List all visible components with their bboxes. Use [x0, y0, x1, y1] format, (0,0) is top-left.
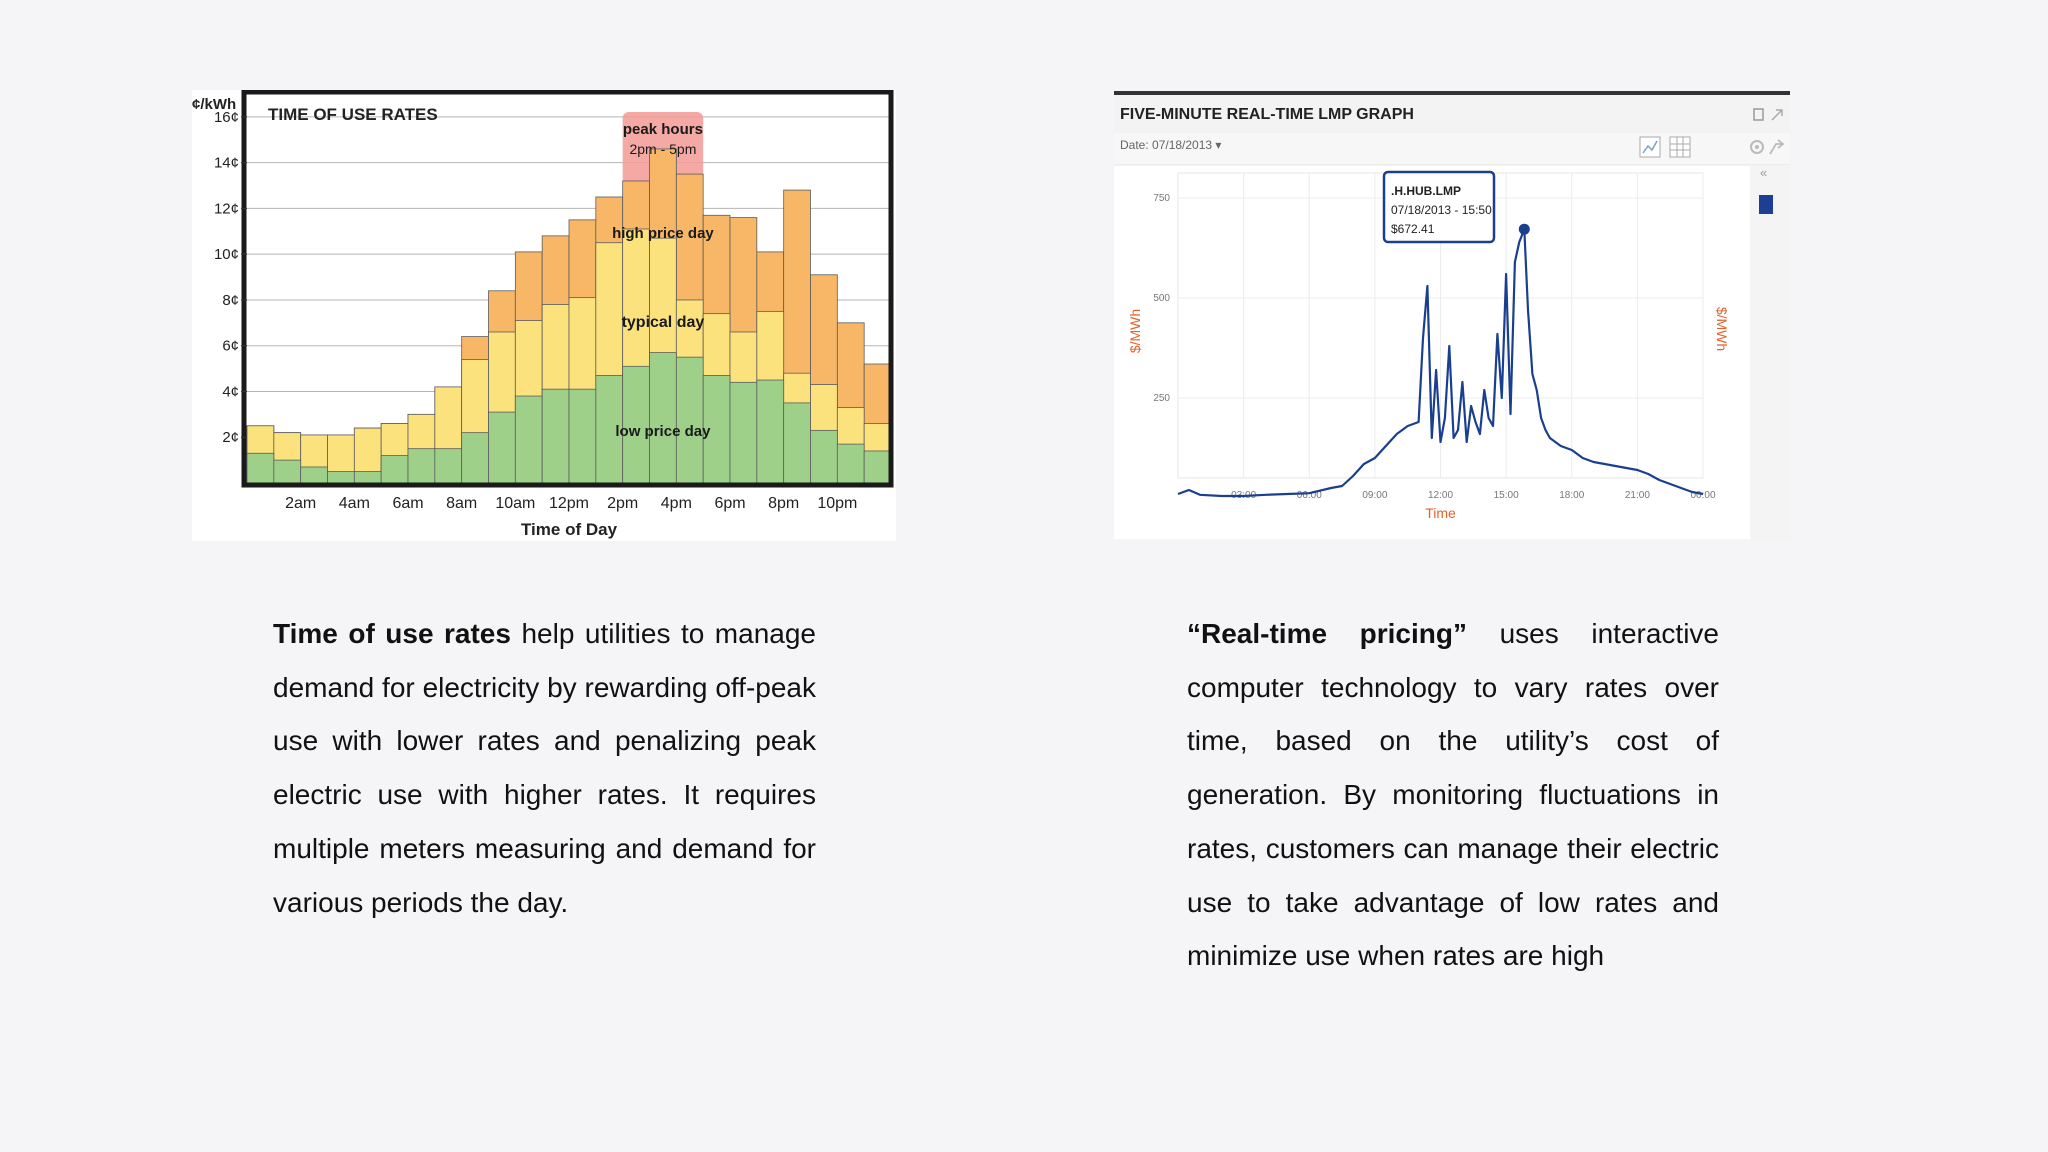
chart-frame — [241, 90, 894, 488]
time-of-use-body: help utilities to manage demand for elec… — [273, 618, 816, 918]
panel-header — [1114, 95, 1790, 133]
x-tick-label: 6pm — [714, 495, 745, 512]
bar-low-price-day — [622, 365, 650, 484]
low-price-day-label: low price day — [615, 423, 711, 440]
x-axis-label: Time — [1425, 505, 1456, 521]
y-tick-label: 16¢ — [214, 109, 239, 126]
bar-low-price-day — [434, 448, 463, 484]
x-axis-label: Time of Day — [521, 520, 618, 539]
tooltip-series: .H.HUB.LMP — [1391, 184, 1461, 198]
minimize-icon[interactable] — [1753, 108, 1764, 121]
x-tick-label: 10pm — [817, 495, 857, 512]
panel-top-border — [1114, 91, 1790, 95]
y-tick-label: 14¢ — [214, 155, 239, 172]
tooltip-value: $672.41 — [1391, 222, 1435, 236]
y-tick-label: 500 — [1153, 293, 1170, 304]
x-tick-label: 09:00 — [1362, 490, 1387, 501]
bar-low-price-day — [273, 459, 302, 484]
y-tick-label: 2¢ — [222, 429, 239, 446]
x-tick-label: 4am — [339, 495, 370, 512]
bar-low-price-day — [353, 471, 382, 484]
time-of-use-chart-svg: TIME OF USE RATES ¢/kWh Time of Day 2¢ 4¢… — [192, 90, 894, 539]
high-price-day-label: high price day — [612, 225, 714, 242]
bar-low-price-day — [863, 450, 892, 484]
x-tick-label: 18:00 — [1559, 490, 1584, 501]
collapse-icon[interactable]: « — [1760, 165, 1767, 180]
tooltip: .H.HUB.LMP 07/18/2013 - 15:50 $672.41 — [1382, 170, 1496, 244]
time-of-use-term: Time of use rates — [273, 618, 511, 649]
line-chart-icon[interactable] — [1639, 136, 1661, 158]
bar-low-price-day — [810, 429, 838, 484]
x-tick-label: 10am — [495, 495, 535, 512]
y-tick-label: 10¢ — [214, 246, 239, 263]
y-tick-label: 250 — [1153, 393, 1170, 404]
table-icon[interactable] — [1669, 136, 1691, 158]
bar-low-price-day — [514, 395, 543, 484]
bar-low-price-day — [756, 379, 785, 484]
bar-low-price-day — [541, 388, 570, 484]
peak-hours-label: peak hours — [623, 121, 703, 138]
x-tick-label: 12pm — [549, 495, 589, 512]
real-time-pricing-description: “Real-time pricing” uses interactive com… — [1187, 607, 1719, 983]
y-tick-label: 6¢ — [222, 338, 239, 355]
bar-low-price-day — [461, 432, 489, 484]
share-icon[interactable] — [1769, 139, 1785, 155]
bar-low-price-day — [407, 448, 436, 484]
y-tick-label: 4¢ — [222, 383, 239, 400]
chart-title: TIME OF USE RATES — [268, 105, 438, 124]
bar-low-price-day — [675, 356, 704, 484]
x-tick-label: 00:00 — [1690, 490, 1715, 501]
real-time-pricing-body: uses interactive computer technology to … — [1187, 618, 1719, 972]
bar-low-price-day — [568, 388, 597, 484]
y-tick-label: 12¢ — [214, 200, 239, 217]
x-tick-label: 2pm — [607, 495, 638, 512]
panel-title: FIVE-MINUTE REAL-TIME LMP GRAPH — [1120, 106, 1414, 123]
y-axis-label-right: $/MWh — [1714, 307, 1730, 351]
time-of-use-chart: TIME OF USE RATES ¢/kWh Time of Day 2¢ 4¢… — [192, 90, 896, 541]
expand-icon[interactable] — [1771, 109, 1783, 121]
series-legend-swatch[interactable] — [1759, 195, 1773, 214]
x-tick-label: 12:00 — [1428, 490, 1453, 501]
typical-day-label: typical day — [622, 314, 705, 331]
y-axis-label: $/MWh — [1127, 309, 1143, 353]
x-tick-label: 2am — [285, 495, 316, 512]
bar-low-price-day — [702, 375, 731, 484]
bar-low-price-day — [783, 402, 811, 484]
lmp-series-line — [1177, 228, 1704, 498]
tooltip-time: 07/18/2013 - 15:50 — [1391, 203, 1492, 217]
y-axis-label: ¢/kWh — [192, 96, 236, 113]
x-tick-label: 6am — [392, 495, 423, 512]
x-tick-label: 15:00 — [1494, 490, 1519, 501]
peak-hours-range: 2pm - 5pm — [629, 141, 696, 157]
bar-low-price-day — [836, 443, 865, 484]
x-tick-label: 4pm — [661, 495, 692, 512]
bar-low-price-day — [649, 352, 677, 484]
date-selector[interactable]: Date: 07/18/2013 ▾ — [1120, 138, 1221, 152]
real-time-lmp-panel: FIVE-MINUTE REAL-TIME LMP GRAPH Date: 07… — [1114, 91, 1790, 539]
real-time-pricing-term: “Real-time pricing” — [1187, 618, 1467, 649]
x-tick-label: 21:00 — [1625, 490, 1650, 501]
hovered-point[interactable] — [1518, 223, 1530, 235]
y-tick-label: 750 — [1153, 193, 1170, 204]
y-tick-label: 8¢ — [222, 292, 239, 309]
bar-low-price-day — [300, 466, 328, 484]
bar-low-price-day — [327, 471, 355, 484]
time-of-use-description: Time of use rates help utilities to mana… — [273, 607, 816, 929]
settings-icon[interactable] — [1750, 140, 1764, 154]
x-tick-label: 8am — [446, 495, 477, 512]
x-tick-label: 8pm — [768, 495, 799, 512]
bar-low-price-day — [380, 455, 409, 484]
bar-low-price-day — [595, 375, 624, 484]
bar-low-price-day — [488, 411, 516, 484]
x-tick-label: 06:00 — [1297, 490, 1322, 501]
legend-sidebar — [1750, 165, 1790, 539]
real-time-lmp-chart-svg: FIVE-MINUTE REAL-TIME LMP GRAPH Date: 07… — [1114, 91, 1790, 539]
bar-low-price-day — [729, 381, 758, 484]
bar-low-price-day — [246, 452, 275, 484]
